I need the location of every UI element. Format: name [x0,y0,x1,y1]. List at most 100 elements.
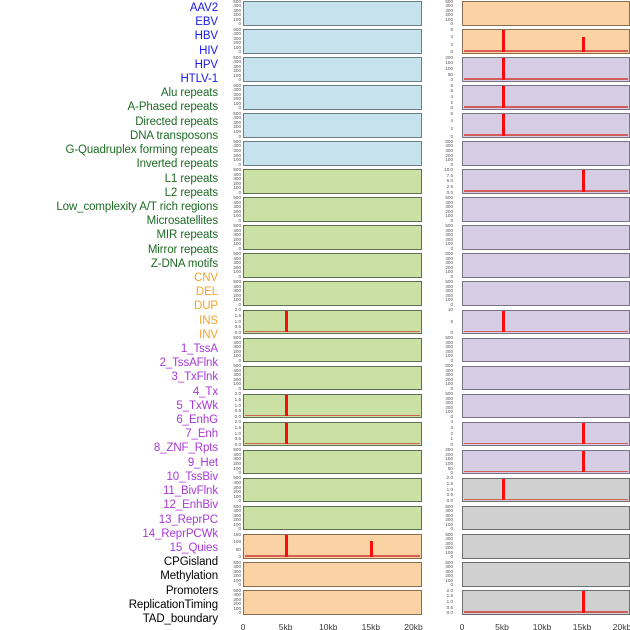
x-axis-tick-label: 20kb [612,622,630,630]
y-axis-tick-label: 100 [233,577,241,583]
track [243,197,422,222]
y-axis-tick-label: 100 [445,577,453,583]
y-axis-tick-label: 400 [445,536,453,542]
y-axis-tick-label: 150 [445,456,453,462]
y-axis-tick-label: 500 [233,166,241,172]
y-axis-tick-label: 400 [233,199,241,205]
y-axis-tick-label: 50 [447,71,453,77]
track [462,505,630,531]
y-axis-tick-label: 500 [233,503,241,509]
y-axis-tick-label: 0.0 [234,442,241,448]
row-label: CPGisland [163,556,218,569]
y-axis-tick-label: 300 [233,35,241,41]
y-axis-tick-label: 2 [450,41,453,47]
y-axis-tick-label: 8 [450,82,453,88]
y-axis-tick-label: 500 [233,82,241,88]
row-label: 6_EnhG [176,414,218,427]
y-axis-tick-label: 0 [450,273,453,279]
track [243,281,422,307]
row-label: TAD_boundary [142,613,218,625]
y-axis-tick-label: 400 [233,227,241,233]
y-axis-tick-label: 100 [233,297,241,303]
track-baseline [464,78,628,80]
y-axis-tick-label: 400 [445,367,453,373]
y-axis-tick-label: 200 [233,601,241,607]
y-axis-tick-label: 300 [233,372,241,378]
track [243,393,422,419]
track [243,169,422,194]
y-axis-tick-label: 400 [233,592,241,598]
row-label: Inverted repeats [136,158,218,171]
y-axis-tick-label: 300 [233,91,241,97]
y-axis-tick-label: 0 [450,582,453,588]
y-axis-tick-label: 300 [233,288,241,294]
data-spike [581,37,585,52]
y-axis-tick-label: 400 [233,480,241,485]
y-axis-tick-label: 0 [238,77,241,83]
y-axis-tick-label: 200 [445,545,453,551]
y-axis-tick-label: 500 [445,0,453,4]
y-axis-tick-label: 200 [233,208,241,214]
track [462,589,630,615]
y-axis-tick-label: 2.0 [234,419,241,425]
y-axis-tick-label: 500 [445,335,453,341]
track [243,477,422,503]
y-axis-tick-label: 1.0 [234,402,241,408]
y-axis-tick-label: 200 [233,376,241,382]
y-axis-tick-label: 0 [238,49,241,55]
track [243,113,422,138]
y-axis-tick-label: 300 [233,176,241,182]
y-axis-tick-label: 200 [445,292,453,298]
y-axis-tick-label: 500 [445,531,453,537]
y-axis-tick-label: 400 [233,508,241,514]
data-spike [501,114,505,136]
y-axis-tick-label: 0 [450,526,453,532]
y-axis-tick-label: 300 [445,147,453,153]
track [462,141,630,166]
y-axis-tick-label: 0.5 [446,604,453,610]
track-baseline [464,470,628,473]
track-baseline [464,611,628,613]
y-axis-tick-label: 0 [238,301,241,307]
y-axis-tick-label: 300 [233,344,241,350]
y-axis-tick-label: 100 [233,269,241,275]
row-label: Mirror repeats [147,243,218,256]
y-axis-tick-label: 300 [233,119,241,125]
y-axis-tick-label: 100 [233,72,241,78]
y-axis-tick-label: 200 [445,152,453,158]
y-axis-tick-label: 0 [450,413,453,419]
row-label: 9_Het [187,456,218,469]
y-axis-tick-label: 300 [233,63,241,69]
row-label: L2 repeats [164,186,218,199]
y-axis-tick-label: 400 [445,199,453,205]
y-axis-tick-label: 500 [445,363,453,369]
data-spike [581,450,585,473]
y-axis-tick-label: 300 [445,344,453,350]
y-axis-tick-label: 100 [233,16,241,22]
y-axis-tick-label: 200 [233,517,241,523]
row-label: ReplicationTiming [128,598,218,611]
y-axis-tick-label: 100 [233,157,241,163]
y-axis-tick-label: 200 [233,489,241,495]
track [243,533,422,559]
y-axis-tick-label: 100 [233,100,241,106]
y-axis-tick-label: 200 [233,573,241,579]
y-axis-tick-label: 0 [238,357,241,363]
data-spike [285,534,289,557]
y-axis-tick-label: 500 [445,251,453,257]
x-axis-tick-label: 0 [459,622,465,630]
y-axis-tick-label: 0 [238,217,241,223]
data-spike [581,422,585,445]
y-axis-tick-label: 200 [445,236,453,242]
y-axis-tick-label: 1 [450,436,453,442]
track [243,449,422,475]
y-axis-tick-label: 100 [233,521,241,527]
y-axis-tick-label: 100 [445,157,453,163]
y-axis-tick-label: 400 [233,87,241,93]
y-axis-tick-label: 1.5 [446,481,453,487]
y-axis-tick-label: 500 [233,54,241,60]
y-axis-tick-label: 200 [233,152,241,158]
y-axis-tick-label: 5 [450,318,453,324]
y-axis-tick-label: 300 [445,512,453,518]
track [462,1,630,26]
